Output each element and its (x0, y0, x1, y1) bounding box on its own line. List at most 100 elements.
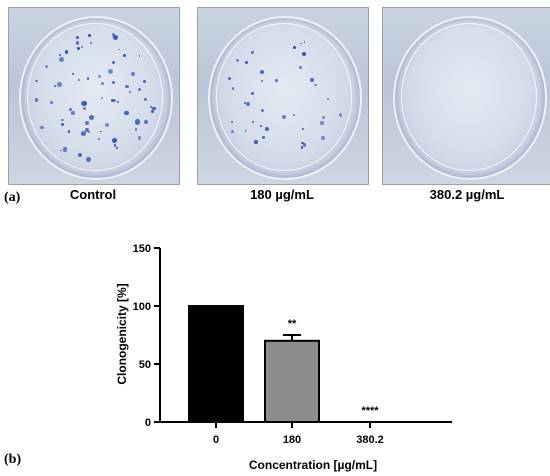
caption-380: 380.2 µg/mL (429, 187, 505, 202)
colony-dot (76, 41, 80, 45)
colony-dot (254, 140, 258, 144)
x-tick-label: 0 (213, 434, 219, 446)
colony-dot (235, 58, 239, 62)
colony-dot (143, 119, 148, 124)
dish-rim (401, 23, 537, 171)
bar-180 (264, 339, 320, 423)
colony-dot (60, 122, 64, 126)
colony-dot (101, 82, 104, 86)
colony-dot (112, 35, 118, 41)
colony-dot (78, 153, 83, 158)
colony-dot (293, 46, 296, 49)
colony-dot (67, 130, 71, 133)
colony-dot (111, 80, 115, 84)
colony-dot (104, 123, 110, 128)
colony-dot (301, 52, 306, 57)
colony-dot (320, 121, 324, 125)
colony-dot (282, 114, 287, 119)
colony-dot (259, 70, 264, 75)
x-ticks: 0 180 380.2 (213, 422, 384, 446)
colony-dot (293, 114, 295, 117)
colony-dot (152, 107, 156, 111)
colony-dot (85, 157, 91, 163)
colony-dot (58, 56, 64, 62)
colony-dot (251, 50, 255, 54)
y-tick-label: 150 (133, 243, 151, 255)
colony-dot (261, 109, 265, 113)
colony-dot (260, 79, 264, 83)
colony-dot (71, 111, 75, 115)
colony-dot (128, 91, 131, 94)
colony-dot (87, 130, 90, 133)
colony-dot (61, 118, 64, 121)
colony-dot (107, 68, 114, 74)
colony-dot (35, 98, 39, 102)
colony-dot (80, 46, 83, 49)
colony-dot (75, 36, 79, 40)
colony-dot (302, 143, 307, 147)
colony-dot (275, 78, 279, 82)
caption-180: 180 µg/mL (250, 187, 314, 202)
colony-dot (85, 128, 89, 132)
colony-dot (100, 130, 102, 133)
colony-dot (56, 82, 62, 87)
colony-dot (150, 109, 154, 114)
x-tick-label: 180 (283, 434, 301, 446)
colony-dot (113, 144, 117, 147)
colony-dot (118, 48, 120, 51)
colony-dot (116, 147, 119, 149)
photo-180-dish (197, 7, 369, 185)
colony-dot (39, 125, 44, 130)
colony-dot (78, 78, 81, 81)
colony-dot (300, 42, 302, 45)
colony-dot (86, 77, 89, 80)
significance-marker: ** (288, 318, 297, 330)
colony-dot (125, 84, 130, 89)
colony-dot (227, 77, 231, 81)
y-tick-label: 0 (145, 417, 151, 429)
colony-dot (303, 41, 306, 43)
colony-dot (244, 130, 247, 132)
colony-dot (230, 130, 234, 133)
colony-dot (81, 131, 87, 137)
y-tick-label: 100 (133, 301, 151, 313)
colony-dot (83, 106, 87, 111)
colony-dot (322, 116, 325, 120)
colony-dot (62, 147, 68, 152)
colony-dot (35, 79, 38, 83)
colony-dot (327, 98, 330, 101)
dish-rim (216, 23, 352, 171)
colony-dot (300, 146, 304, 149)
colony-dot (250, 91, 255, 96)
colony-dot (138, 55, 141, 57)
colony-dot (49, 100, 54, 105)
colony-dot (244, 60, 248, 64)
y-ticks: 0 50 100 150 (133, 243, 160, 429)
colony-dot (88, 114, 94, 120)
colony-dot (101, 96, 104, 99)
colony-dot (59, 54, 62, 57)
colony-dot (310, 78, 314, 82)
colony-dot (45, 65, 49, 69)
colony-dot (68, 107, 73, 112)
colony-dot (301, 127, 304, 130)
colony-dot (262, 135, 266, 139)
colony-dot (76, 46, 81, 51)
photo-control-dish (8, 7, 180, 185)
x-tick-label: 380.2 (356, 434, 384, 446)
colony-dot (110, 99, 114, 102)
colony-dot (71, 73, 74, 76)
colony-dot (149, 106, 153, 109)
colony-dot (124, 110, 129, 116)
colony-dot (314, 83, 318, 87)
panel-b-label: (b) (4, 452, 22, 467)
colony-dot (260, 124, 263, 128)
colony-dot (135, 119, 141, 125)
colony-dot (98, 137, 101, 140)
colony-dot (111, 60, 115, 64)
colony-dot (298, 65, 303, 70)
panel-a-label: (a) (4, 190, 21, 205)
colony-dot (264, 127, 269, 131)
colony-dot (231, 121, 234, 124)
